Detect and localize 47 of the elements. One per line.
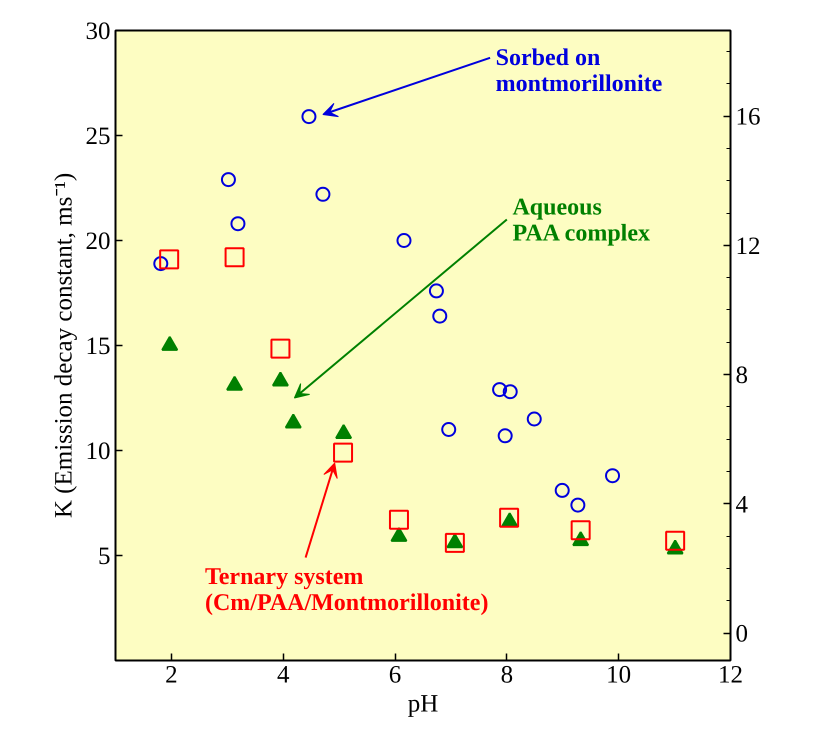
point	[570, 498, 586, 513]
y-tick-label: 20	[86, 228, 110, 255]
point	[220, 172, 236, 188]
point	[333, 442, 354, 463]
point	[526, 412, 542, 426]
y-tick-label: 10	[86, 438, 110, 465]
point	[492, 382, 508, 398]
y2-tick-label: 0	[736, 620, 748, 648]
point	[570, 520, 591, 540]
x-tick-label: 4	[276, 662, 290, 688]
point	[396, 233, 412, 248]
point	[224, 247, 245, 268]
point	[665, 530, 686, 551]
point	[554, 482, 570, 498]
x-tick-label: 10	[606, 662, 632, 688]
point	[499, 508, 520, 528]
text: Sorbed on montmorillonite	[496, 45, 663, 98]
point	[444, 532, 465, 553]
x-axis-title: pH	[408, 690, 438, 718]
point	[432, 308, 448, 324]
y2-tick-label: 8	[736, 362, 748, 390]
y-tick-label: 30	[86, 18, 110, 45]
point	[498, 428, 513, 444]
point	[605, 468, 620, 484]
point	[159, 249, 180, 270]
series-label: Ternary system (Cm/PAA/Montmorillonite)	[204, 564, 488, 616]
point	[315, 186, 330, 202]
point	[301, 109, 316, 124]
x-tick-label: 12	[718, 662, 743, 688]
point	[428, 283, 444, 298]
y2-tick-label: 4	[736, 491, 748, 518]
y2-tick-label: 16	[736, 104, 760, 131]
x-tick-label: 6	[388, 662, 402, 688]
y-tick-label: 15	[86, 333, 110, 360]
y-axis-title: K (Emission decay constant, ms⁻¹)	[50, 172, 78, 518]
point	[502, 384, 518, 400]
point	[388, 510, 409, 530]
y-tick-label: 25	[86, 123, 110, 150]
point	[441, 422, 456, 437]
point	[270, 338, 290, 359]
text: Aqueous PAA complex	[512, 194, 650, 246]
y2-tick-label: 12	[736, 232, 760, 260]
y-tick-label: 5	[98, 543, 110, 570]
point	[153, 256, 168, 272]
x-tick-label: 8	[500, 662, 514, 688]
point	[230, 216, 246, 232]
x-tick-label: 2	[165, 662, 178, 688]
